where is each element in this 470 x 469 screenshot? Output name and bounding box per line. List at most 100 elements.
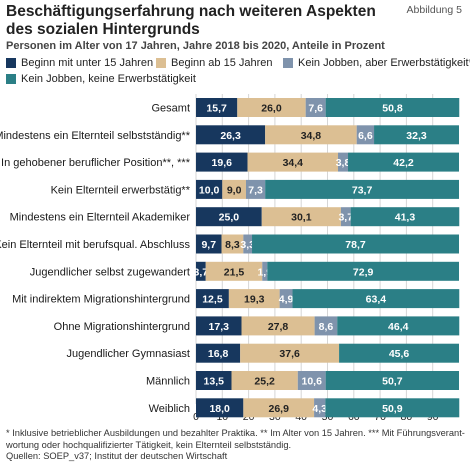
data-label: 3,3 — [240, 239, 255, 251]
bar-segment — [305, 98, 326, 117]
data-label: 46,4 — [388, 321, 409, 333]
data-label: 26,0 — [261, 103, 282, 115]
legend-item-no-job-employed: Kein Jobben, aber Erwerbstätigkeit* — [283, 57, 470, 69]
data-label: 6,6 — [358, 130, 373, 142]
legend-label: Beginn ab 15 Jahren — [171, 57, 273, 69]
bar-segment — [325, 371, 459, 390]
bar-segment — [339, 343, 459, 363]
category-label: Ohne Migrationshintergrund — [54, 321, 190, 333]
bar-segment — [196, 207, 262, 227]
data-label: 16,8 — [208, 348, 229, 360]
legend-item-from15: Beginn ab 15 Jahren — [156, 57, 273, 69]
data-label: 8,6 — [319, 321, 334, 333]
figure-label: Abbildung 5 — [406, 4, 462, 16]
data-label: 37,6 — [279, 348, 300, 360]
bar-segment — [196, 98, 238, 117]
data-label: 30,1 — [291, 212, 312, 224]
data-label: 9,7 — [201, 239, 216, 251]
bar-segment — [374, 125, 459, 145]
category-label: Kein Elternteil mit berufsqual. Abschlus… — [0, 239, 190, 251]
category-label: Kein Elternteil erwerbstätig** — [51, 184, 191, 196]
bar-segment — [196, 125, 266, 145]
footnote: * Inklusive betrieblicher Ausbildungen u… — [6, 428, 466, 463]
category-label: Jugendlicher selbst zugewandert — [30, 266, 190, 278]
bar-segment — [292, 289, 460, 309]
source-line: Quellen: SOEP_v37; Institut der deutsche… — [6, 451, 228, 461]
bar-segment — [196, 398, 244, 418]
data-label: 3,8 — [336, 157, 351, 169]
data-label: 3,7 — [194, 266, 209, 278]
data-label: 15,7 — [206, 103, 227, 115]
data-label: 3,7 — [338, 212, 353, 224]
data-label: 9,0 — [227, 184, 242, 196]
bar-segment — [237, 98, 306, 117]
legend-item-under15: Beginn mit unter 15 Jahren — [6, 57, 153, 69]
bar-segment — [205, 261, 263, 281]
bar-segment — [196, 371, 232, 390]
category-label: Männlich — [146, 376, 190, 388]
bar-segment — [356, 125, 375, 145]
bar-segment — [314, 316, 338, 336]
data-label: 78,7 — [345, 239, 366, 251]
data-label: 26,9 — [268, 403, 289, 415]
bar-segment — [221, 234, 244, 254]
bar-segment — [325, 398, 460, 418]
bar-segment — [196, 289, 229, 309]
data-label: 63,4 — [366, 294, 387, 306]
data-label: 10,6 — [302, 376, 323, 388]
data-label: 19,6 — [212, 157, 233, 169]
data-label: 13,5 — [204, 376, 225, 388]
bar-segment — [262, 261, 268, 281]
category-label: Weiblich — [149, 403, 190, 415]
data-label: 25,0 — [219, 212, 240, 224]
bar-segment — [340, 207, 351, 227]
bar-segment — [325, 98, 460, 117]
legend-item-no-job-no-employment: Kein Jobben, keine Erwerbstätigkeit — [6, 73, 196, 85]
bar-segment — [222, 179, 246, 199]
footnote-line: wortung oder hochqualifizierter Tätigkei… — [6, 439, 292, 450]
chart-header: Beschäftigungserfahrung nach weiteren As… — [6, 3, 464, 52]
data-label: 27,8 — [268, 321, 289, 333]
bar-segment — [231, 371, 298, 390]
data-label: 19,3 — [244, 294, 265, 306]
legend-label: Kein Jobben, keine Erwerbstätigkeit — [21, 73, 196, 85]
legend-swatch — [6, 58, 16, 68]
data-label: 50,9 — [382, 403, 403, 415]
data-label: 34,8 — [301, 130, 322, 142]
data-label: 73,7 — [352, 184, 373, 196]
data-label: 50,8 — [382, 103, 403, 115]
legend-swatch — [283, 58, 293, 68]
category-label: Gesamt — [151, 103, 190, 115]
bar-segment — [261, 207, 341, 227]
data-label: 4,3 — [312, 403, 327, 415]
bar-segment — [196, 152, 248, 172]
data-label: 12,5 — [202, 294, 223, 306]
category-label: Mindestens ein Elternteil Akademiker — [10, 212, 191, 224]
chart-title: Beschäftigungserfahrung nach weiteren As… — [6, 3, 376, 38]
category-label: In gehobener beruflicher Position**, *** — [1, 157, 191, 169]
bar-segment — [240, 343, 340, 363]
legend-swatch — [156, 58, 166, 68]
bar-segment — [350, 207, 460, 227]
data-label: 32,3 — [406, 130, 427, 142]
bar-segment — [196, 261, 206, 281]
data-label: 4,9 — [279, 294, 294, 306]
bar-segment — [267, 261, 459, 281]
legend-label: Kein Jobben, aber Erwerbstätigkeit* — [298, 57, 470, 69]
legend-label: Beginn mit unter 15 Jahren — [21, 57, 154, 69]
bar-segment — [196, 179, 223, 199]
bar-segment — [265, 179, 459, 199]
data-label: 8,3 — [225, 239, 240, 251]
data-label: 7,6 — [308, 103, 323, 115]
bar-segment — [196, 234, 222, 254]
data-label: 42,2 — [393, 157, 414, 169]
bar-segment — [245, 179, 266, 199]
bar-segment — [279, 289, 293, 309]
data-label: 18,0 — [209, 403, 230, 415]
category-label: Mit indirektem Migrationshintergrund — [12, 294, 190, 306]
data-label: 10,0 — [199, 184, 220, 196]
bar-segment — [314, 398, 326, 418]
legend-swatch — [6, 74, 16, 84]
bar-segment — [228, 289, 280, 309]
